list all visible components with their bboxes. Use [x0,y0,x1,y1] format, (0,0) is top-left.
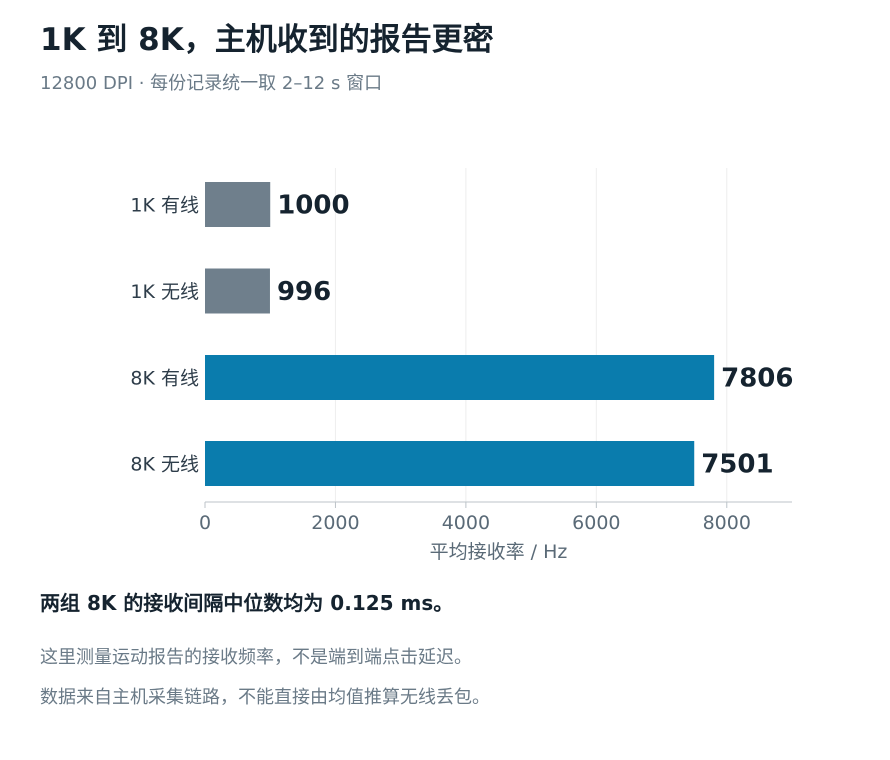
value-label-3: 7501 [701,450,773,480]
category-label-1: 1K 无线 [130,281,199,303]
x-tick-label-2000: 2000 [311,512,359,534]
value-label-0: 1000 [277,191,349,221]
x-tick-label-0: 0 [199,512,211,534]
category-label-2: 8K 有线 [130,368,199,390]
footnote-2: 数据来自主机采集链路，不能直接由均值推算无线丢包。 [40,687,490,708]
category-label-0: 1K 有线 [130,195,199,217]
value-label-1: 996 [277,277,331,307]
x-tick-label-8000: 8000 [703,512,751,534]
bar-2 [205,355,715,400]
x-tick-label-4000: 4000 [442,512,490,534]
chart-title: 1K 到 8K，主机收到的报告更密 [40,22,494,58]
bar-3 [205,441,695,486]
footnote-1: 这里测量运动报告的接收频率，不是端到端点击延迟。 [40,647,472,668]
category-label-3: 8K 无线 [130,454,199,476]
bar-chart: 0 2000 4000 6000 8000 平均接收率 / Hz 1K 有线 1K 无线 8K … [130,168,793,563]
key-finding: 两组 8K 的接收间隔中位数均为 0.125 ms。 [40,591,454,615]
bar-0 [205,182,271,227]
chart-subtitle: 12800 DPI · 每份记录统一取 2–12 s 窗口 [40,73,383,94]
bar-1 [205,268,270,314]
x-axis-label: 平均接收率 / Hz [430,541,568,563]
value-label-2: 7806 [721,364,793,394]
x-tick-label-6000: 6000 [572,512,620,534]
